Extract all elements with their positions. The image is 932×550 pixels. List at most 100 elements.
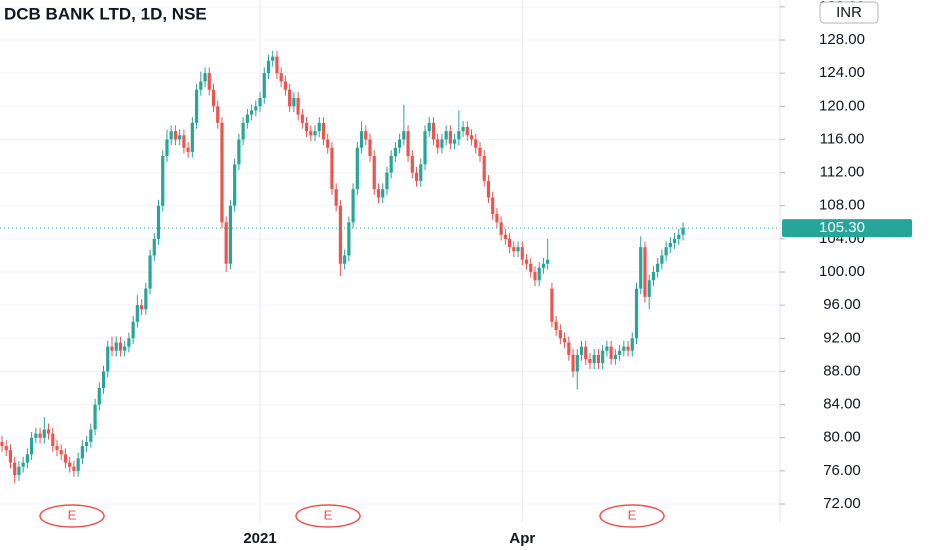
candle-body [237, 139, 241, 165]
candle-body [660, 255, 664, 264]
candle-body [144, 288, 148, 310]
candle-body [203, 73, 207, 82]
candle-body [228, 205, 233, 264]
candle-body [541, 263, 546, 268]
candle-body [313, 131, 317, 136]
candle-body [173, 131, 178, 140]
candle-body [13, 462, 17, 476]
y-tick-label: 84.00 [823, 396, 861, 413]
candle-body [626, 346, 630, 351]
candle-body [207, 73, 211, 90]
candle-body [4, 446, 8, 451]
candle-body [414, 172, 419, 181]
y-tick-label: 76.00 [823, 462, 861, 479]
candle-body [372, 156, 376, 190]
x-tick-label: Apr [509, 530, 535, 547]
candle-body [110, 346, 114, 351]
candle-body [427, 122, 431, 132]
candle-body [453, 139, 457, 144]
candle-body [296, 98, 300, 115]
candle-body [520, 247, 524, 260]
candle-body [161, 156, 165, 206]
candle-body [389, 156, 393, 173]
candle-body [584, 346, 588, 360]
candle-body [495, 214, 499, 223]
candle-body [643, 247, 647, 297]
candle-body [156, 205, 161, 239]
y-tick-label: 120.00 [819, 97, 865, 114]
candle-body [0, 441, 4, 447]
candle-body [533, 272, 537, 281]
candle-body [622, 346, 626, 351]
candle-body [51, 433, 55, 447]
chart-title: DCB BANK LTD, 1D, NSE [4, 4, 207, 23]
candle-body [406, 131, 410, 157]
candle-body [482, 156, 486, 181]
x-tick-label: 2021 [243, 530, 276, 547]
candle-body [76, 458, 80, 471]
candle-body [448, 131, 452, 144]
candle-body [63, 454, 68, 463]
candle-body [529, 263, 533, 273]
candle-body [245, 114, 249, 123]
y-tick-label: 116.00 [820, 130, 865, 147]
y-tick-label: 88.00 [823, 362, 861, 379]
candle-body [351, 189, 355, 223]
earnings-marker [39, 504, 105, 528]
last-price-badge [782, 219, 912, 238]
candle-body [343, 255, 347, 264]
candle-body [601, 350, 605, 364]
candle-body [131, 321, 135, 339]
candle-body [169, 131, 173, 140]
candle-body [279, 73, 283, 82]
candle-body [309, 131, 313, 136]
candle-body [114, 342, 118, 351]
candle-body [334, 189, 338, 206]
candle-body [672, 238, 677, 244]
candle-body [630, 338, 634, 351]
candle-body [55, 446, 59, 451]
candle-body [233, 164, 237, 206]
candle-body [271, 56, 275, 61]
y-tick-label: 128.00 [819, 31, 865, 48]
candle-body [101, 371, 106, 389]
candle-body [550, 288, 554, 322]
candle-body [165, 139, 169, 157]
y-tick-label: 80.00 [823, 429, 861, 446]
candle-body [224, 222, 228, 264]
candle-body [93, 404, 97, 430]
candle-body [368, 139, 372, 157]
candle-body [605, 346, 609, 351]
y-tick-label: 108.00 [819, 197, 865, 214]
candle-body [651, 272, 656, 281]
candle-body [567, 342, 571, 355]
candle-body [97, 388, 101, 405]
candle-body [46, 429, 51, 434]
candle-body [347, 222, 351, 256]
candle-body [266, 60, 271, 74]
candle-body [330, 147, 334, 190]
candle-body [465, 127, 469, 136]
candle-body [364, 131, 368, 140]
candle-body [127, 338, 131, 347]
candle-body [216, 106, 220, 123]
candle-body [423, 131, 427, 165]
candle-body [17, 466, 21, 476]
candle-body [118, 342, 123, 351]
candle-body [524, 259, 529, 264]
candle-body [292, 98, 296, 107]
candle-body [491, 197, 495, 215]
candle-body [444, 131, 448, 140]
candle-body [579, 346, 584, 355]
candle-body [562, 338, 567, 343]
candle-body [194, 89, 199, 123]
earnings-marker [295, 504, 361, 528]
currency-badge[interactable] [819, 1, 879, 24]
candle-body [398, 139, 402, 148]
candle-body [596, 354, 601, 364]
candle-body [588, 359, 592, 364]
candle-body [178, 135, 182, 140]
candle-body [393, 147, 397, 157]
last-price-label: 105.30 [819, 219, 865, 236]
